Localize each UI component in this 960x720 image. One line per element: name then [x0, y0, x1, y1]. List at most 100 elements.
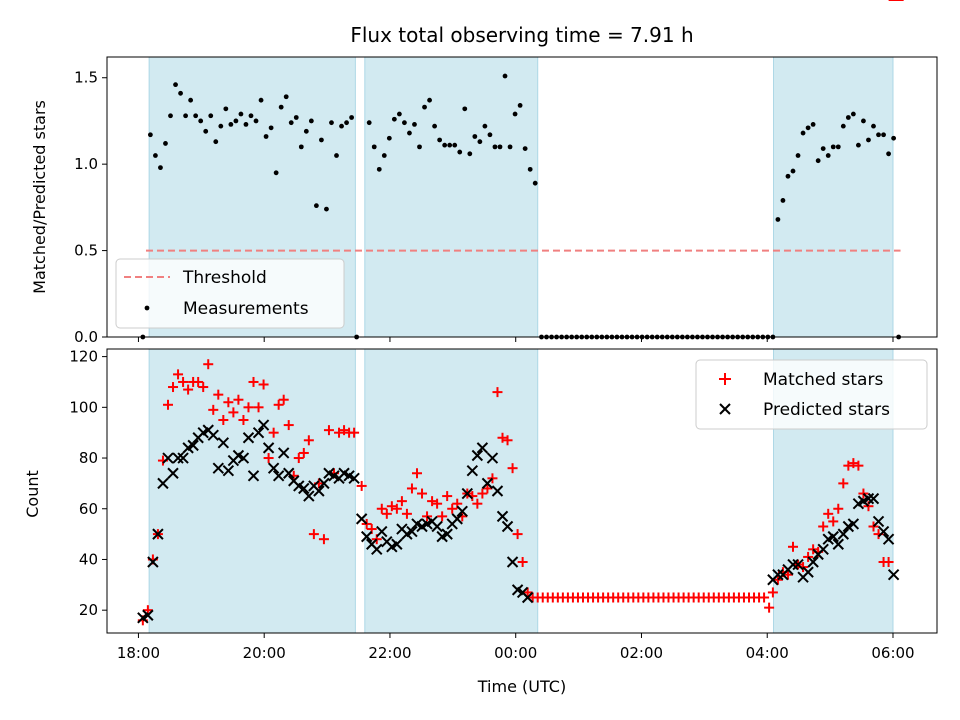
predicted-star-point — [222, 465, 235, 477]
measurement-point — [283, 94, 289, 100]
measurement-point — [497, 144, 503, 150]
predicted-x-b — [293, 480, 305, 492]
predicted-star-markers — [137, 419, 900, 624]
bottom-shade-0 — [148, 348, 356, 634]
predicted-x-b — [787, 558, 799, 571]
predicted-x-b — [506, 556, 519, 568]
matched-star-point — [278, 394, 289, 405]
matched-star-point — [833, 503, 844, 514]
predicted-x-b — [887, 568, 900, 581]
predicted-x-b — [802, 566, 814, 578]
predicted-star-point — [451, 513, 463, 525]
predicted-star-point — [376, 525, 388, 538]
matched-star-point — [168, 382, 179, 393]
predicted-x-b — [267, 462, 280, 474]
x-tick-label: 02:00 — [620, 644, 663, 662]
measurement-point — [502, 73, 508, 79]
matched-star-point — [273, 399, 284, 410]
measurement-point — [158, 165, 163, 171]
measurement-point — [193, 113, 199, 119]
predicted-star-point — [187, 439, 199, 452]
predicted-x-b — [298, 482, 310, 495]
predicted-star-point — [456, 505, 468, 517]
legend-measurements-swatch — [144, 305, 150, 311]
predicted-star-point — [147, 556, 159, 568]
predicted-star-point — [882, 533, 895, 545]
matched-star-point — [417, 488, 428, 499]
measurement-point — [442, 142, 448, 148]
top-shade-2 — [773, 56, 894, 338]
predicted-star-point — [257, 419, 270, 431]
predicted-x-b — [366, 538, 378, 550]
measurement-point — [820, 146, 826, 152]
matched-star-point — [828, 516, 839, 527]
matched-star-point — [248, 376, 259, 387]
predicted-star-point — [807, 556, 819, 568]
predicted-x-b — [318, 477, 330, 490]
predicted-x-b — [217, 437, 230, 449]
x-tick-label: 20:00 — [243, 644, 286, 662]
predicted-star-point — [212, 462, 225, 474]
x-tick-label: 04:00 — [746, 644, 789, 662]
predicted-x-b — [207, 429, 219, 441]
predicted-x-b — [476, 442, 489, 454]
measurement-point — [178, 90, 183, 96]
predicted-x-b — [187, 439, 199, 452]
predicted-x-b — [471, 449, 484, 462]
y-tick-label: 120 — [69, 348, 98, 366]
measurement-point — [228, 122, 234, 127]
measurement-point — [298, 144, 304, 150]
top-y-axis-ticks: 0.0 0.5 1.0 1.5 — [74, 69, 107, 346]
predicted-x-b — [862, 492, 875, 505]
matched-star-point — [376, 503, 387, 514]
x-tick-label: 18:00 — [117, 644, 160, 662]
matched-star-point — [772, 574, 783, 585]
predicted-star-point — [872, 515, 885, 528]
predicted-star-point — [471, 449, 484, 462]
matched-star-point — [482, 483, 493, 494]
bottom-x-axis-ticks: 18:00 20:00 22:00 00:00 02:00 04:00 06:00 — [117, 633, 915, 662]
measurement-point — [482, 123, 488, 129]
measurement-point — [263, 134, 269, 139]
matched-star-point — [258, 379, 269, 390]
predicted-x-b — [496, 510, 509, 523]
matched-star-point — [442, 491, 453, 502]
matched-star-point — [803, 551, 814, 562]
x-tick-label: 22:00 — [368, 644, 411, 662]
measurement-point — [223, 106, 229, 112]
predicted-star-point — [313, 485, 325, 497]
measurement-point — [349, 115, 354, 120]
matched-star-point — [858, 488, 869, 499]
matched-star-point — [764, 602, 775, 613]
matched-star-point — [334, 427, 345, 438]
predicted-x-b — [486, 452, 499, 464]
predicted-x-b — [491, 485, 504, 497]
predicted-x-b — [396, 523, 408, 535]
predicted-star-point — [466, 465, 479, 477]
measurement-point — [371, 144, 377, 150]
matched-star-point — [396, 496, 407, 507]
measurement-point — [871, 123, 876, 129]
y-tick-label: 40 — [79, 550, 98, 568]
measurement-point — [785, 173, 791, 179]
measurement-point — [173, 82, 178, 88]
measurement-point — [183, 113, 188, 119]
y-tick-label: 1.5 — [74, 69, 98, 87]
predicted-x-b — [232, 449, 245, 462]
predicted-x-b — [426, 515, 438, 528]
predicted-x-b — [177, 452, 189, 464]
measurement-point — [402, 120, 407, 126]
predicted-star-point — [252, 426, 265, 439]
predicted-star-point — [506, 556, 519, 568]
predicted-star-point — [348, 472, 360, 485]
measurement-point — [462, 106, 468, 112]
matched-star-point — [391, 503, 402, 514]
matched-star-point — [853, 460, 864, 471]
y-tick-label: 100 — [69, 398, 98, 416]
measurement-point — [815, 158, 821, 164]
predicted-star-point — [887, 568, 900, 581]
measurement-point — [386, 135, 392, 141]
predicted-x-b — [355, 513, 368, 525]
predicted-x-b — [162, 452, 174, 464]
matched-star-point — [268, 427, 279, 438]
